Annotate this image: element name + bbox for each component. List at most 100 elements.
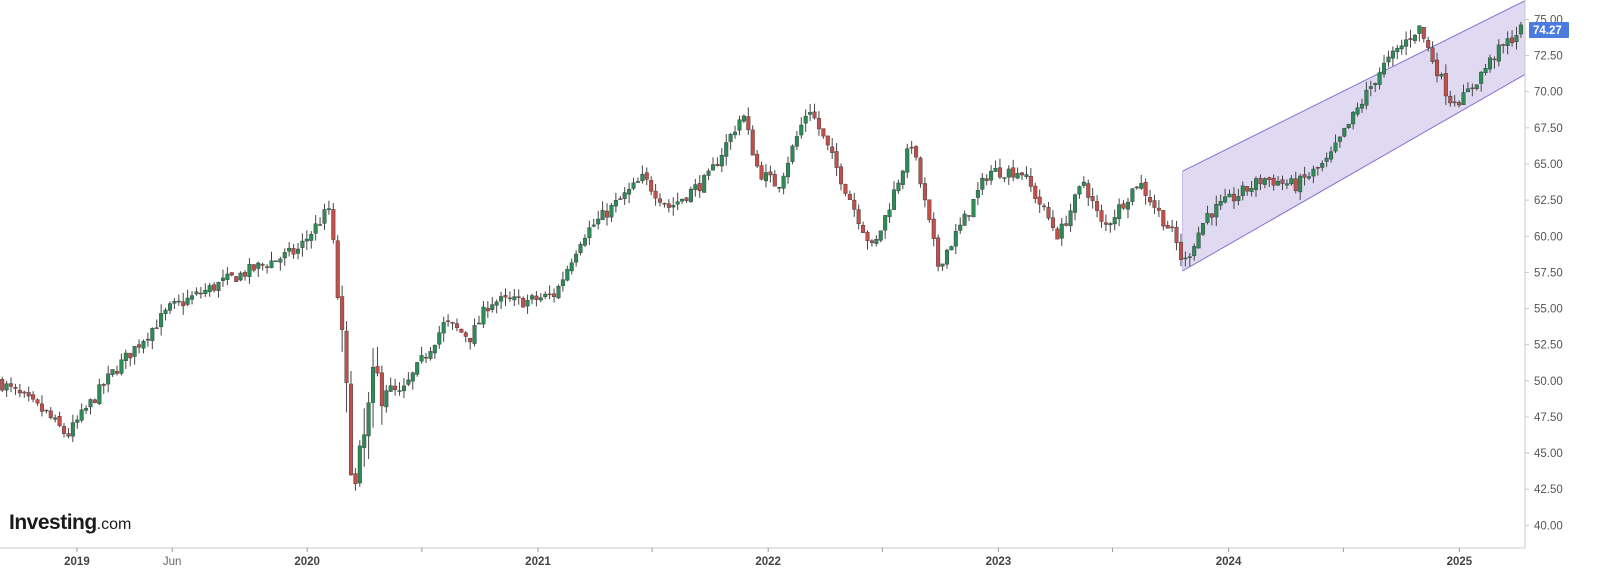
candle (750, 125, 755, 156)
candle-body-up (799, 124, 804, 136)
candle (362, 408, 367, 467)
candle-body-up (1306, 176, 1311, 179)
candle (931, 212, 936, 247)
candle (741, 114, 746, 123)
candle (9, 377, 14, 393)
candle (1086, 179, 1091, 207)
candle-body-down (521, 297, 526, 308)
candle (88, 398, 93, 415)
y-tick-label: 60.00 (1534, 231, 1563, 243)
candle (1368, 80, 1373, 97)
candle-body-up (622, 192, 627, 199)
candle-body-down (375, 366, 380, 374)
candle (1099, 204, 1104, 228)
candle-body-up (737, 119, 742, 131)
channel-upper-line[interactable] (1182, 0, 1526, 172)
candle (706, 168, 711, 181)
candle-body-up (556, 286, 561, 299)
candle (1492, 56, 1497, 69)
candle-body-up (132, 346, 137, 357)
candle-body-down (44, 409, 49, 412)
candle (53, 414, 58, 423)
candle (1421, 26, 1426, 43)
candle-body-up (975, 190, 980, 198)
candle-body-up (1474, 84, 1479, 89)
candle-body-up (1483, 68, 1488, 73)
candle-body-down (503, 295, 508, 298)
candle-body-up (53, 417, 58, 420)
candle-body-down (1143, 181, 1148, 196)
candle (150, 327, 155, 350)
candle-body-up (185, 297, 190, 305)
candle-body-up (635, 181, 640, 183)
channel-lower-line[interactable] (1182, 73, 1526, 272)
candle-body-down (1448, 95, 1453, 104)
candle (1284, 179, 1289, 190)
candle (1267, 176, 1272, 188)
candle (1143, 178, 1148, 205)
candle-body-down (839, 166, 844, 185)
candle (154, 319, 159, 329)
candle-body-up (1386, 56, 1391, 63)
candle-body-up (1346, 123, 1351, 129)
candle (1315, 166, 1320, 176)
candle-body-up (287, 247, 292, 252)
candle (794, 130, 799, 151)
candle (1258, 174, 1263, 191)
candle (185, 289, 190, 307)
candle-body-up (481, 306, 486, 325)
candle-body-up (1298, 175, 1303, 193)
candle-body-down (1090, 196, 1095, 201)
candle (110, 369, 115, 377)
candle-body-down (1267, 177, 1272, 180)
candle (265, 264, 270, 274)
candle (1333, 134, 1338, 154)
candle (1487, 54, 1492, 73)
candle-body-down (662, 202, 667, 205)
candle-body-up (1214, 203, 1219, 218)
candle-body-up (1117, 204, 1122, 220)
candle-body-up (1068, 210, 1073, 227)
candle (909, 140, 914, 154)
candle-body-up (790, 145, 795, 162)
candle-body-up (106, 373, 111, 385)
candle-body-up (247, 264, 252, 277)
candle-body-up (1249, 188, 1254, 192)
candle (167, 301, 172, 315)
candle (194, 287, 199, 296)
candle-body-down (768, 171, 773, 176)
y-tick-label: 70.00 (1534, 87, 1563, 99)
candle (936, 234, 941, 272)
candle-body-down (1174, 227, 1179, 243)
candle-body-down (750, 129, 755, 156)
candle (635, 177, 640, 183)
candle (861, 221, 866, 234)
candle-body-up (1359, 103, 1364, 109)
candle (609, 202, 614, 223)
candle-body-up (905, 148, 910, 173)
candle (1342, 127, 1347, 138)
candle (662, 202, 667, 208)
candle-body-down (914, 146, 919, 158)
candle-body-down (335, 240, 340, 298)
candle (490, 297, 495, 313)
candle-body-up (702, 175, 707, 193)
candle-body-up (733, 131, 738, 136)
candle-body-down (1492, 58, 1497, 61)
candle-body-up (529, 295, 534, 300)
candle (481, 301, 486, 328)
candle-body-up (1187, 256, 1192, 258)
candle-body-up (256, 262, 261, 269)
candle (1298, 173, 1303, 200)
candle-body-down (154, 327, 159, 329)
candle-body-down (1095, 201, 1100, 211)
candle (565, 265, 570, 282)
candle-body-down (1245, 186, 1250, 192)
y-tick-label: 47.50 (1534, 412, 1563, 424)
y-tick-label: 62.50 (1534, 195, 1563, 207)
candle-body-up (1289, 178, 1294, 185)
candle (234, 275, 239, 282)
candle-body-up (874, 239, 879, 244)
candle-body-up (309, 234, 314, 241)
